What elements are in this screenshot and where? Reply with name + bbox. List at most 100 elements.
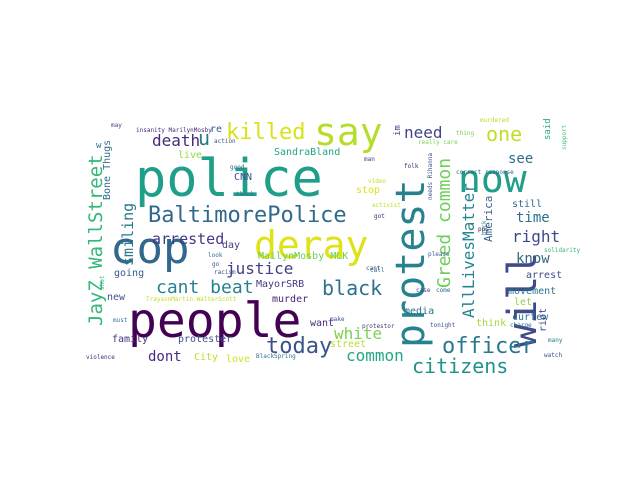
cloud-word: black bbox=[322, 276, 382, 300]
cloud-word: u bbox=[198, 126, 210, 150]
cloud-word: want bbox=[310, 318, 334, 329]
cloud-word: City bbox=[194, 352, 218, 363]
cloud-word: today bbox=[266, 334, 332, 359]
cloud-word: cant beat bbox=[156, 277, 254, 298]
cloud-word: go bbox=[212, 261, 220, 268]
cloud-word: MayorSRB bbox=[256, 279, 304, 290]
cloud-word: im bbox=[393, 125, 403, 136]
cloud-word: case bbox=[416, 287, 431, 294]
cloud-word: correct response bbox=[456, 169, 514, 176]
cloud-word: look bbox=[208, 252, 223, 259]
cloud-word: street bbox=[330, 339, 366, 350]
cloud-word: day bbox=[222, 240, 240, 251]
cloud-word: violence bbox=[86, 354, 115, 361]
cloud-word: common bbox=[346, 346, 404, 365]
cloud-word: know bbox=[516, 251, 550, 267]
cloud-word: cop bbox=[110, 223, 189, 274]
cloud-word: justice bbox=[226, 259, 293, 278]
cloud-word: citizens bbox=[412, 354, 508, 378]
cloud-word: BlackSpring bbox=[256, 353, 296, 360]
cloud-word: movement bbox=[508, 286, 556, 297]
cloud-word: media bbox=[404, 306, 434, 317]
cloud-word: folk bbox=[404, 163, 419, 170]
cloud-word: may bbox=[111, 122, 122, 129]
cloud-word: action bbox=[214, 138, 236, 145]
cloud-word: w bbox=[96, 141, 102, 151]
cloud-word: thing bbox=[456, 130, 474, 137]
cloud-word: solidarity bbox=[544, 247, 581, 254]
cloud-word: Greed common bbox=[434, 158, 455, 288]
cloud-word: make bbox=[330, 316, 345, 323]
cloud-word: love bbox=[226, 354, 250, 365]
cloud-word: let bbox=[514, 297, 532, 308]
cloud-word: many bbox=[548, 337, 563, 344]
cloud-word: death bbox=[152, 131, 200, 150]
cloud-word: police bbox=[135, 149, 323, 209]
cloud-word: thank bbox=[236, 191, 254, 198]
cloud-word: deray bbox=[254, 223, 368, 267]
cloud-word: going bbox=[114, 268, 144, 279]
cloud-word: call bbox=[370, 267, 385, 274]
cloud-word: racism bbox=[214, 269, 236, 276]
cloud-word: think bbox=[476, 318, 506, 329]
cloud-word: Bone Thugs bbox=[102, 140, 113, 200]
cloud-word: people bbox=[128, 293, 301, 349]
cloud-word: stop bbox=[356, 185, 380, 196]
word-cloud-canvas bbox=[80, 117, 560, 364]
cloud-word: BaltimorePolice bbox=[148, 203, 347, 228]
cloud-word: tonight bbox=[430, 322, 456, 329]
cloud-word: will bbox=[500, 252, 546, 348]
cloud-word: say bbox=[314, 110, 383, 154]
cloud-word: shot bbox=[99, 275, 106, 290]
cloud-word: MailynMosby MLK bbox=[258, 251, 348, 262]
cloud-word: arrest bbox=[526, 270, 562, 281]
cloud-word: America bbox=[482, 196, 495, 242]
cloud-word: needs Rihanna bbox=[427, 153, 434, 200]
cloud-word: riot bbox=[538, 308, 549, 332]
cloud-word: cant bbox=[366, 265, 381, 272]
cloud-word: TraysonMartin WalterScott bbox=[146, 296, 237, 303]
cloud-word: dont bbox=[148, 349, 182, 365]
cloud-word: officer bbox=[442, 334, 535, 359]
cloud-word: SandraBland bbox=[274, 147, 340, 158]
cloud-word: please bbox=[428, 251, 450, 258]
cloud-word: protest bbox=[388, 179, 434, 348]
cloud-word: live bbox=[178, 150, 202, 161]
cloud-word: now bbox=[458, 157, 527, 201]
cloud-word: curfew bbox=[512, 312, 549, 323]
cloud-word: man bbox=[364, 156, 375, 163]
cloud-word: insanity MarilynMosby bbox=[136, 127, 212, 134]
cloud-word: come bbox=[436, 287, 451, 294]
cloud-word: need bbox=[404, 123, 443, 142]
cloud-word: killed bbox=[226, 120, 305, 145]
cloud-word: protestor bbox=[362, 323, 395, 330]
cloud-word: CNN bbox=[234, 172, 252, 183]
cloud-word: murder bbox=[272, 294, 308, 305]
cloud-word: activist bbox=[372, 202, 401, 209]
cloud-word: charge bbox=[510, 322, 532, 329]
cloud-word: back bbox=[481, 220, 488, 235]
cloud-word: ppl bbox=[478, 226, 489, 233]
cloud-word: murdered bbox=[480, 117, 509, 124]
cloud-word: watch bbox=[544, 352, 562, 359]
cloud-word: really care bbox=[418, 139, 458, 146]
cloud-word: white bbox=[334, 324, 382, 343]
cloud-word: support bbox=[561, 124, 568, 150]
cloud-word: said bbox=[543, 118, 553, 140]
cloud-word: got bbox=[374, 213, 385, 220]
cloud-word: still bbox=[512, 199, 542, 210]
cloud-word: smiling bbox=[119, 203, 137, 266]
cloud-word: must bbox=[113, 317, 128, 324]
cloud-word: time bbox=[516, 210, 550, 226]
cloud-word: one bbox=[486, 122, 522, 146]
cloud-word: see bbox=[508, 151, 533, 167]
cloud-word: re bbox=[210, 124, 222, 135]
cloud-word: family bbox=[112, 334, 148, 345]
cloud-word: JayZ WallStreet bbox=[85, 154, 107, 326]
cloud-word: video bbox=[368, 178, 386, 185]
cloud-word: good bbox=[230, 164, 245, 171]
cloud-word: right bbox=[512, 227, 560, 246]
cloud-word: arrested bbox=[152, 230, 224, 248]
cloud-word: protester bbox=[178, 334, 232, 345]
